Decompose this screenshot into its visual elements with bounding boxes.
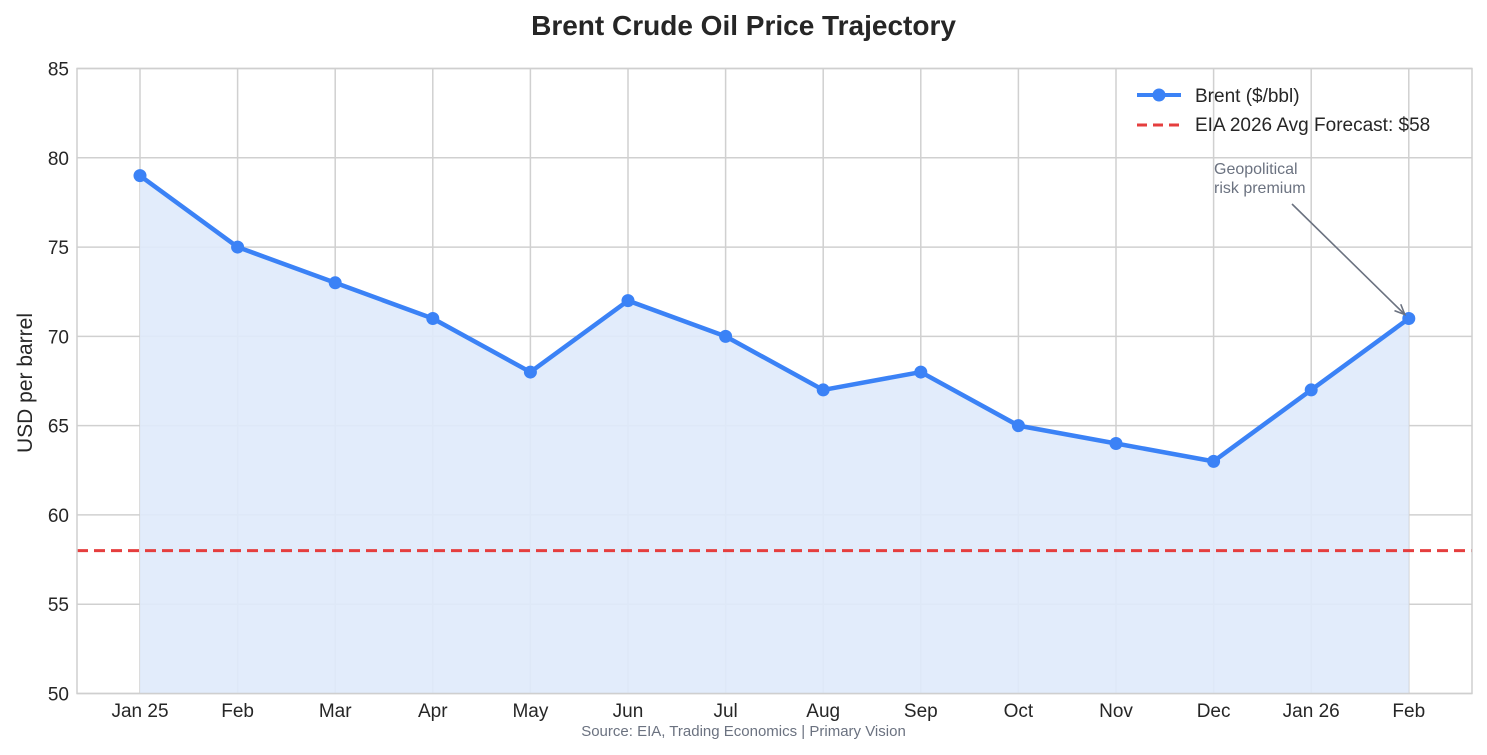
brent-price-point (719, 329, 733, 343)
annotation-text: Geopolitical (1214, 161, 1298, 178)
y-tick-label: 70 (48, 327, 69, 348)
annotation-arrowhead (1394, 303, 1407, 316)
x-tick-label: Feb (1392, 701, 1425, 722)
legend: Brent ($/bbl) EIA 2026 Avg Forecast: $58 (1137, 86, 1430, 136)
y-tick-label: 60 (48, 506, 69, 527)
brent-price-point (231, 240, 245, 254)
area-fill (140, 175, 1409, 694)
x-tick-label: Aug (806, 701, 840, 722)
y-tick-label: 55 (48, 595, 69, 616)
x-tick-label: Dec (1197, 701, 1231, 722)
brent-price-point (914, 365, 928, 379)
annotation-arrow (1291, 203, 1406, 316)
x-tick-label: Jun (613, 701, 644, 722)
legend-brent-label: Brent ($/bbl) (1195, 86, 1300, 107)
brent-price-point (1304, 383, 1318, 397)
area-fill-group (140, 175, 1409, 694)
brent-price-point (133, 169, 147, 183)
brent-price-point (1011, 419, 1025, 433)
x-tick-label: Nov (1099, 701, 1133, 722)
legend-forecast-label: EIA 2026 Avg Forecast: $58 (1195, 115, 1430, 136)
annotation-group: Geopolitical risk premium (1214, 161, 1407, 316)
annotation-text: risk premium (1214, 180, 1306, 197)
y-axis-label: USD per barrel (14, 313, 37, 453)
x-tick-label: Jan 25 (111, 701, 168, 722)
x-tick-label: Jul (713, 701, 737, 722)
brent-price-point (523, 365, 537, 379)
brent-price-point (328, 276, 342, 290)
brent-price-point (816, 383, 830, 397)
x-tick-label: Oct (1004, 701, 1034, 722)
x-tick-label: Feb (221, 701, 254, 722)
x-tick-label: Mar (319, 701, 352, 722)
legend-brent-marker-icon (1152, 88, 1166, 102)
y-tick-label: 85 (48, 60, 69, 81)
x-tick-label: Apr (418, 701, 448, 722)
y-tick-label: 65 (48, 417, 69, 438)
x-tick-label: Sep (904, 701, 938, 722)
y-tick-labels: 50 55 60 65 70 75 80 85 (48, 60, 69, 706)
brent-price-point (1109, 437, 1123, 450)
brent-price-point (426, 312, 440, 325)
x-tick-labels: Jan 25 Feb Mar Apr May Jun Jul Aug Sep Oct Nov Dec J… (111, 701, 1425, 722)
chart-source: Source: EIA, Trading Economics | Primary… (581, 723, 906, 740)
chart-title: Brent Crude Oil Price Trajectory (531, 10, 956, 41)
brent-price-point (621, 294, 635, 308)
y-tick-label: 50 (48, 685, 69, 706)
y-tick-label: 75 (48, 238, 69, 259)
brent-price-point (1207, 454, 1221, 468)
y-tick-label: 80 (48, 149, 69, 170)
x-tick-label: May (512, 701, 548, 722)
plot-frame (76, 67, 1473, 695)
brent-price-line (138, 173, 1411, 464)
series-group (133, 169, 1416, 468)
x-tick-label: Jan 26 (1283, 701, 1340, 722)
